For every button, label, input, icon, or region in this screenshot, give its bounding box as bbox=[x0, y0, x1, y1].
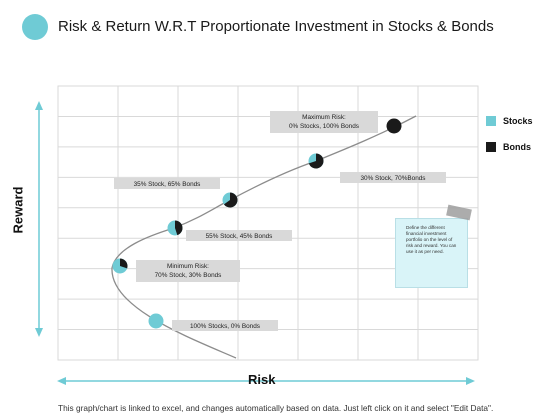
stocks-slice bbox=[148, 313, 164, 329]
risk-return-curve bbox=[111, 115, 417, 359]
title-decoration-dot bbox=[22, 14, 48, 40]
chart-title: Risk & Return W.R.T Proportionate Invest… bbox=[58, 18, 494, 35]
legend-swatch-bonds bbox=[486, 141, 496, 152]
y-axis-arrowhead-top bbox=[35, 101, 43, 110]
y-axis-arrowhead-bottom bbox=[35, 328, 43, 337]
legend-swatch-stocks bbox=[486, 115, 496, 126]
data-label-box bbox=[270, 111, 378, 133]
data-label: 70% Stock, 30% Bonds bbox=[155, 272, 222, 279]
footer-text: This graph/chart is linked to excel, and… bbox=[58, 403, 494, 413]
x-axis-label: Risk bbox=[248, 372, 276, 387]
bonds-slice bbox=[223, 192, 238, 208]
data-label: 30% Stock, 70%Bonds bbox=[360, 175, 425, 182]
data-label: 55% Stock, 45% Bonds bbox=[206, 233, 273, 240]
bonds-slice bbox=[386, 118, 402, 134]
data-label: 100% Stocks, 0% Bonds bbox=[190, 323, 260, 330]
data-label-box bbox=[340, 172, 446, 183]
bonds-slice bbox=[308, 153, 324, 169]
legend: Stocks Bonds bbox=[486, 114, 533, 166]
plot-border bbox=[57, 85, 479, 361]
sticky-note[interactable] bbox=[395, 218, 468, 288]
bonds-slice bbox=[175, 220, 183, 236]
data-label: 35% Stock, 65% Bonds bbox=[134, 181, 201, 188]
data-label: Minimum Risk: bbox=[167, 263, 209, 270]
legend-label-stocks: Stocks bbox=[503, 115, 533, 126]
data-label-box bbox=[172, 320, 278, 331]
legend-item-bonds[interactable]: Bonds bbox=[486, 140, 533, 153]
legend-label-bonds: Bonds bbox=[503, 141, 531, 152]
bonds-slice bbox=[120, 258, 128, 269]
x-axis-arrowhead-right bbox=[466, 377, 475, 385]
data-label: 0% Stocks, 100% Bonds bbox=[289, 123, 359, 130]
data-label-box bbox=[114, 178, 220, 189]
data-label-box bbox=[136, 260, 240, 282]
data-label: Maximum Risk: bbox=[302, 114, 346, 121]
sticky-note-text: Define the different financial investmen… bbox=[406, 225, 457, 254]
legend-item-stocks[interactable]: Stocks bbox=[486, 114, 533, 127]
y-axis-label: Reward bbox=[10, 186, 26, 234]
x-axis-arrowhead-left bbox=[57, 377, 66, 385]
data-label-box bbox=[186, 230, 292, 241]
